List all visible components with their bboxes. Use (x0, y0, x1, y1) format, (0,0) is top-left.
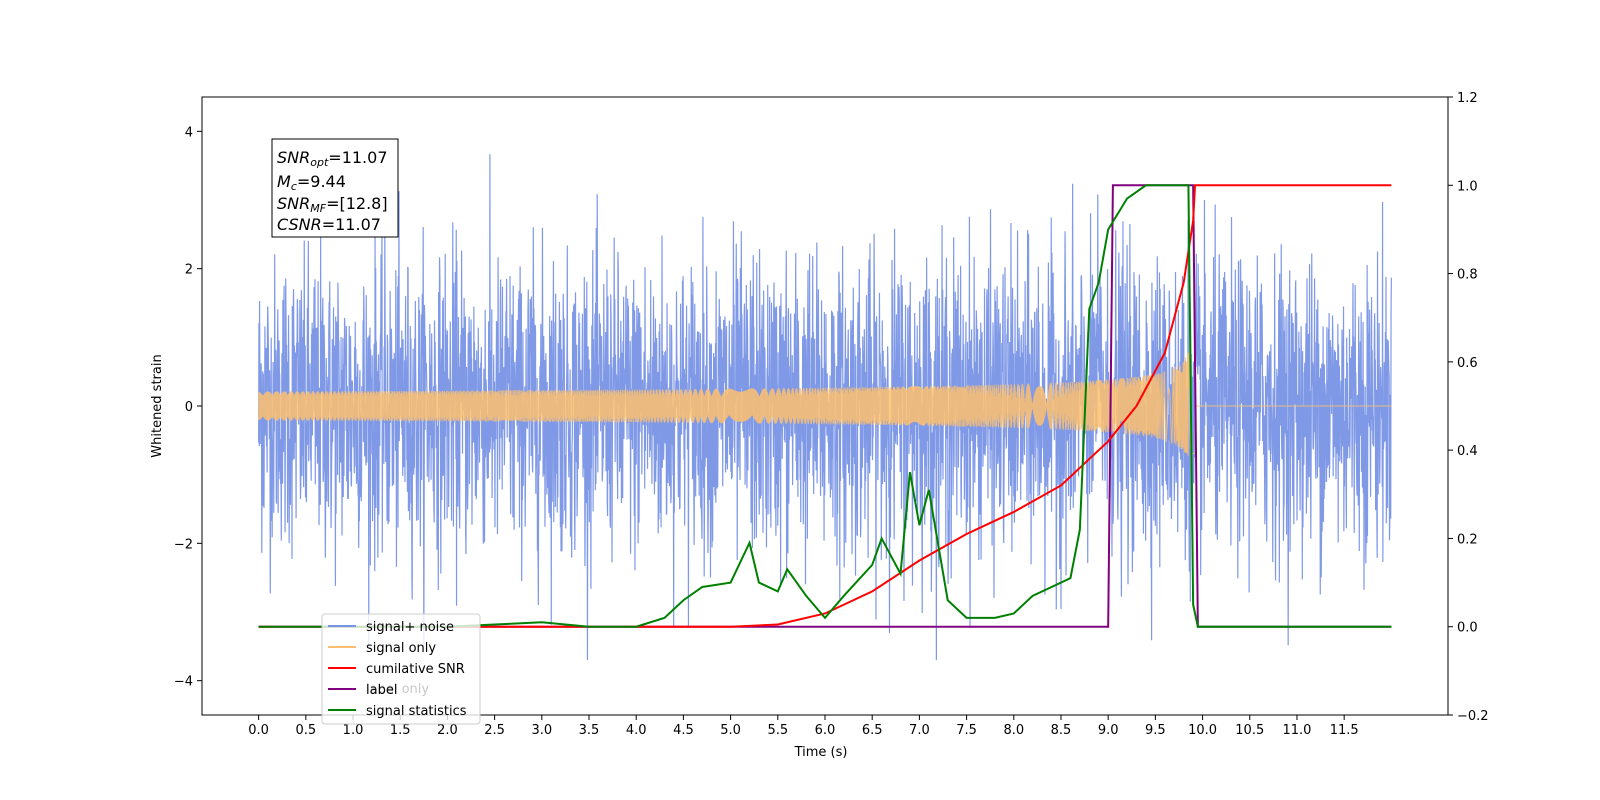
x-tick-label: 8.0 (1003, 723, 1024, 738)
y-right-axis-ticks: 1.2 1.0 0.8 0.6 0.4 0.2 0.0 −0.2 (1448, 91, 1489, 724)
legend-label-label: label (366, 683, 397, 698)
y-left-axis-ticks: 4 2 0 −2 −4 (174, 125, 202, 690)
legend-label-cumulative-snr: cumilative SNR (366, 662, 465, 677)
x-tick-label: 4.5 (673, 723, 694, 738)
x-tick-label: 2.5 (484, 723, 505, 738)
info-box: SNRopt=11.07 Mc=9.44 SNRMF=[12.8] CSNR=1… (271, 138, 399, 238)
legend-occluded-text: label only (366, 682, 429, 697)
line-signal-noise (258, 154, 1392, 661)
y-right-tick-label: 0.2 (1457, 532, 1478, 547)
x-tick-label: 4.0 (626, 723, 647, 738)
x-tick-label: 7.5 (956, 723, 977, 738)
y-right-tick-label: 1.2 (1457, 91, 1478, 106)
x-tick-label: 11.5 (1330, 723, 1359, 738)
info-snr-mf: SNRMF=[12.8] (277, 194, 388, 215)
x-tick-label: 1.0 (343, 723, 364, 738)
x-tick-label: 6.5 (862, 723, 883, 738)
info-mc: Mc=9.44 (277, 172, 346, 193)
y-right-tick-label: 1.0 (1457, 179, 1478, 194)
legend-label-signal-statistics: signal statistics (366, 704, 467, 719)
x-tick-label: 10.0 (1188, 723, 1217, 738)
y-axis-label-left: Whitened strain (150, 354, 165, 457)
x-tick-label: 1.5 (390, 723, 411, 738)
series-signal-only (258, 344, 1392, 457)
y-left-tick-label: −4 (174, 675, 193, 690)
y-left-tick-label: −2 (174, 537, 193, 552)
line-signal-only (258, 344, 1392, 457)
info-csnr: CSNR=11.07 (277, 215, 381, 234)
info-snr-opt: SNRopt=11.07 (277, 148, 388, 169)
plot-area (258, 154, 1392, 661)
right-axis-series (258, 184, 1392, 628)
x-tick-label: 11.0 (1282, 723, 1311, 738)
x-axis-ticks: 0.0 0.5 1.0 1.5 2.0 2.5 3.0 3.5 4.0 4.5 5.0 5.5 6.0 6… (248, 715, 1359, 738)
x-tick-label: 9.0 (1098, 723, 1119, 738)
x-tick-label: 3.5 (579, 723, 600, 738)
y-right-tick-label: 0.0 (1457, 621, 1478, 636)
y-left-tick-label: 2 (185, 263, 193, 278)
x-axis-label: Time (s) (794, 745, 848, 760)
x-tick-label: 6.0 (815, 723, 836, 738)
y-left-tick-label: 4 (185, 125, 193, 140)
x-tick-label: 0.5 (295, 723, 316, 738)
x-tick-label: 0.0 (248, 723, 269, 738)
x-tick-label: 8.5 (1051, 723, 1072, 738)
legend-label-signal-noise: signal+ noise (366, 620, 454, 635)
series-signal-noise (258, 154, 1392, 661)
x-tick-label: 5.5 (767, 723, 788, 738)
y-right-tick-label: 0.4 (1457, 444, 1478, 459)
x-tick-label: 9.5 (1145, 723, 1166, 738)
x-tick-label: 10.5 (1235, 723, 1264, 738)
line-signal-statistics (258, 184, 1392, 628)
legend: signal+ noise signal only cumilative SNR… (321, 613, 481, 725)
x-tick-label: 7.0 (909, 723, 930, 738)
y-left-tick-label: 0 (185, 400, 193, 415)
x-tick-label: 2.0 (437, 723, 458, 738)
y-right-tick-label: 0.6 (1457, 356, 1478, 371)
y-right-tick-label: 0.8 (1457, 268, 1478, 283)
x-tick-label: 3.0 (531, 723, 552, 738)
legend-label-signal-only: signal only (366, 641, 436, 656)
x-tick-label: 5.0 (720, 723, 741, 738)
y-right-tick-label: −0.2 (1457, 709, 1489, 724)
